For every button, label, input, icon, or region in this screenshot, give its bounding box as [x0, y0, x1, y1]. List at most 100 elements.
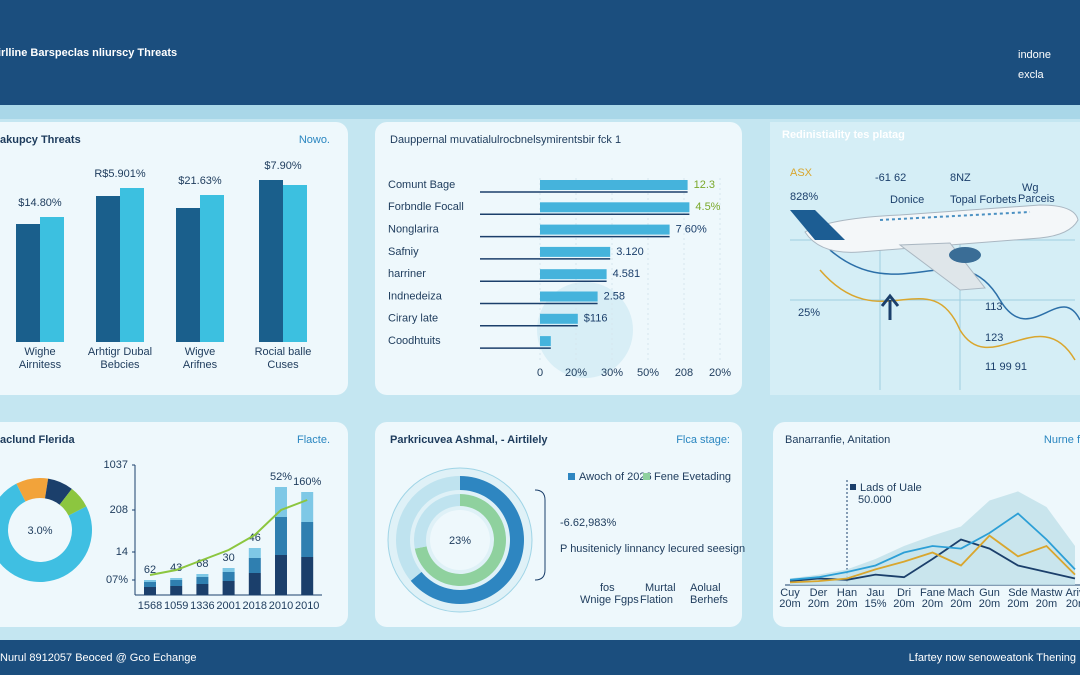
x-tick-label: Arifnes [183, 359, 218, 371]
x-tick-label: Gun [979, 587, 1000, 599]
bar-annotation: 160% [293, 476, 321, 488]
panel-title: Parkricuvea Ashmal, - Airtilely [390, 434, 548, 446]
line [789, 534, 1076, 584]
bar [40, 217, 64, 342]
panel-title: Banarranfie, Anitation [785, 434, 890, 446]
panel-title: akupcy Threats [0, 134, 81, 146]
donut-center: 3.0% [27, 525, 52, 537]
x-tick-label: 20m [922, 598, 943, 610]
bar-segment [222, 581, 235, 595]
stat-text: 11 99 91 [985, 361, 1027, 373]
ring-core [430, 510, 490, 570]
y-tick-label: 208 [110, 504, 128, 516]
x-tick-label: 2018 [243, 600, 267, 612]
panel-corner: Flca stage: [676, 434, 730, 446]
footer-text: Lfartey now senoweatonk Thening [909, 652, 1076, 664]
bar-value: 4.5% [695, 201, 720, 213]
card [0, 422, 348, 627]
subtitle: P husitenicly linnancy lecured seesign [560, 543, 745, 555]
donut-segment [16, 478, 49, 502]
stat-text: Topal Forbets [950, 194, 1017, 206]
stat-text: ASX [790, 167, 813, 179]
x-tick-label: 20m [893, 598, 914, 610]
legend-swatch [568, 473, 575, 480]
x-tick-label: Cuy [780, 587, 800, 599]
bar [120, 188, 144, 342]
bar [283, 185, 307, 342]
decoration [537, 282, 633, 378]
plane-illustration [790, 204, 1080, 390]
bar-segment [275, 487, 287, 517]
x-tick-label: Ariv [1066, 587, 1080, 599]
bar-segment [248, 558, 261, 573]
footer-text: Nurul 8912057 Beoced @ Gco Echange [0, 652, 196, 664]
footer-bar [0, 640, 1080, 675]
x-tick-label: 20m [950, 598, 971, 610]
x-tick-label: 50% [637, 367, 659, 379]
x-tick-label: 20m [808, 598, 829, 610]
x-tick-label: Dri [897, 587, 911, 599]
x-tick-label: 1568 [138, 600, 162, 612]
bar-annotation: $7.90% [264, 160, 302, 172]
bar-value: 3.120 [616, 246, 644, 258]
annotation: 50.000 [858, 494, 892, 506]
x-tick-label: Mach [948, 587, 975, 599]
bar-annotation: 62 [144, 564, 156, 576]
page-title: irlline Barspeclas nliurscy Threats [0, 47, 177, 59]
x-tick-label: Bebcies [100, 359, 140, 371]
stat-text: Wg [1022, 182, 1039, 194]
note: Aolual [690, 582, 721, 594]
stat-text: Parceis [1018, 193, 1055, 205]
legend-label: Fene Evetading [654, 471, 731, 483]
y-tick-label: Cirary late [388, 313, 438, 325]
y-tick-label: Indnedeiza [388, 290, 443, 302]
x-tick-label: 20% [565, 367, 587, 379]
stat-text: -61 62 [875, 172, 906, 184]
legend-label: Lads of Uale [860, 482, 922, 494]
logo: indone [1018, 49, 1051, 61]
x-tick-label: 0 [537, 367, 543, 379]
y-tick-label: Safniy [388, 246, 419, 258]
x-tick-label: Sde [1008, 587, 1028, 599]
ring-segment [396, 476, 460, 581]
x-tick-label: 208 [675, 367, 693, 379]
bar-annotation: R$5.901% [94, 168, 146, 180]
x-tick-label: 20m [1036, 598, 1057, 610]
x-tick-label: Der [810, 587, 828, 599]
bar-segment [170, 578, 183, 580]
logo: excla [1018, 69, 1045, 81]
x-tick-label: Airnitess [19, 359, 62, 371]
stat-text: 25% [798, 307, 820, 319]
ring-segment [410, 476, 524, 604]
bar [540, 313, 578, 324]
legend-label: Awoch of 2026 [579, 471, 652, 483]
x-tick-label: 20m [836, 598, 857, 610]
x-tick-label: 2010 [295, 600, 319, 612]
x-tick-label: 2010 [269, 600, 293, 612]
x-tick-label: 1059 [164, 600, 188, 612]
note: Wnige Fgps [580, 594, 639, 606]
note: fos [600, 582, 615, 594]
bar-segment [170, 586, 183, 595]
donut-segment [45, 478, 72, 505]
x-tick-label: 20m [779, 598, 800, 610]
bar [200, 195, 224, 342]
bar [540, 180, 688, 190]
bar-segment [196, 577, 209, 584]
bar-value: 4.581 [613, 268, 641, 280]
stat-text: 113 [985, 301, 1003, 313]
bar [259, 180, 283, 342]
donut-segment [59, 488, 87, 516]
bar [540, 224, 670, 235]
headline: -6.62,983% [560, 517, 616, 529]
y-tick-label: Comunt Bage [388, 179, 455, 191]
header-strip [0, 105, 1080, 119]
note: Berhefs [690, 594, 728, 606]
panel-corner: Nowo. [299, 134, 330, 146]
bar-segment [222, 568, 235, 572]
legend-swatch [643, 473, 650, 480]
x-tick-label: Fane [920, 587, 945, 599]
y-tick-label: 07% [106, 574, 128, 586]
header-bar [0, 0, 1080, 105]
